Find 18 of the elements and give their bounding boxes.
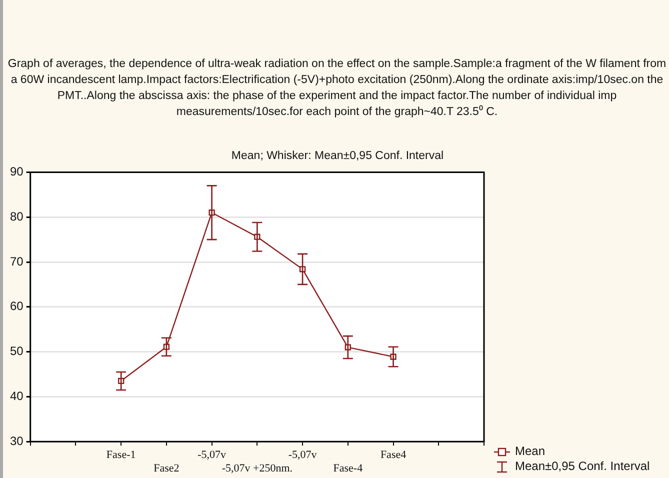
legend-label: Mean (515, 444, 546, 459)
y-tick-label: 80 (10, 209, 24, 224)
x-tick-label: Fase2 (154, 462, 180, 474)
chart-subtitle: Mean; Whisker: Mean±0,95 Conf. Interval (230, 150, 445, 162)
x-tick-label: -5,07v (198, 449, 227, 462)
x-tick-label: -5,07v (288, 449, 318, 462)
y-tick-label: 50 (10, 344, 24, 358)
y-tick-label: 30 (10, 434, 24, 448)
y-tick-label: 60 (10, 299, 24, 314)
y-tick-label: 90 (10, 164, 24, 179)
text: Mean±0,95 Conf. Interval (515, 459, 650, 474)
x-tick-label: Fase4 (380, 449, 407, 462)
x-tick-label: -5,07v +250nm. (222, 462, 293, 474)
y-tick-label: 70 (10, 254, 24, 268)
x-tick-label: Fase-1 (106, 449, 136, 462)
chart-title: Graph of averages, the dependence of ultra-weak radiation on the effect on the sample.Sample:a fragment of the W filament from a 60W incandescent lamp.Impact factors:Electrification (-5V)+photo excitation (250nm).Along the ordinate axis:imp/10sec.on the PMT..Along the abscissa axis: the phase of the experiment and the impact factor.The number of individual imp measurements/10sec.for each point of the graph~40.T 23.5⁰ C. (7, 57, 667, 120)
y-tick-label: 40 (10, 389, 24, 404)
x-tick-label: Fase-4 (333, 462, 364, 474)
